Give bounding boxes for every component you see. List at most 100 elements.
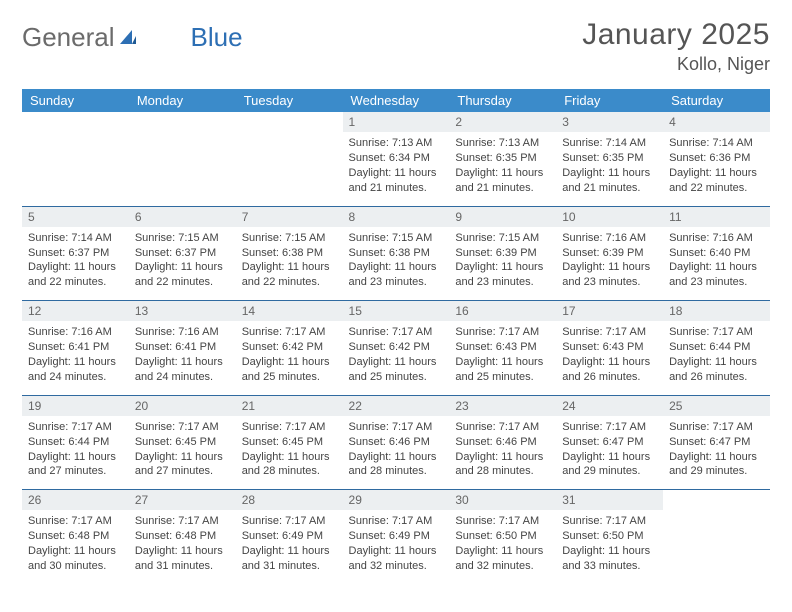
calendar-day-cell: 13Sunrise: 7:16 AMSunset: 6:41 PMDayligh… bbox=[129, 301, 236, 396]
daylight-line: Daylight: 11 hours and 28 minutes. bbox=[349, 450, 444, 480]
daylight-line: Daylight: 11 hours and 31 minutes. bbox=[242, 544, 337, 574]
sunrise-line: Sunrise: 7:17 AM bbox=[349, 420, 444, 435]
daylight-line: Daylight: 11 hours and 28 minutes. bbox=[455, 450, 550, 480]
title-block: January 2025 Kollo, Niger bbox=[582, 18, 770, 75]
page-header: General Blue January 2025 Kollo, Niger bbox=[22, 18, 770, 75]
day-number: 18 bbox=[663, 301, 770, 321]
sunrise-line: Sunrise: 7:17 AM bbox=[28, 514, 123, 529]
calendar-day-cell: 1Sunrise: 7:13 AMSunset: 6:34 PMDaylight… bbox=[343, 112, 450, 206]
sunrise-line: Sunrise: 7:17 AM bbox=[455, 420, 550, 435]
daylight-line: Daylight: 11 hours and 21 minutes. bbox=[349, 166, 444, 196]
calendar-day-cell: 22Sunrise: 7:17 AMSunset: 6:46 PMDayligh… bbox=[343, 395, 450, 490]
sunset-line: Sunset: 6:37 PM bbox=[135, 246, 230, 261]
sunset-line: Sunset: 6:45 PM bbox=[242, 435, 337, 450]
sunset-line: Sunset: 6:49 PM bbox=[242, 529, 337, 544]
calendar-week-row: 19Sunrise: 7:17 AMSunset: 6:44 PMDayligh… bbox=[22, 395, 770, 490]
calendar-day-cell: 18 Sunrise: 7:17 AMSunset: 6:44 PMDayligh… bbox=[663, 301, 770, 396]
day-number: 20 bbox=[129, 396, 236, 416]
sunrise-line: Sunrise: 7:17 AM bbox=[562, 420, 657, 435]
sunrise-line: Sunrise: 7:17 AM bbox=[135, 420, 230, 435]
brand-text-blue: Blue bbox=[191, 24, 243, 50]
calendar-day-cell: 21Sunrise: 7:17 AMSunset: 6:45 PMDayligh… bbox=[236, 395, 343, 490]
sunrise-line: Sunrise: 7:14 AM bbox=[669, 136, 764, 151]
calendar-day-cell: 6Sunrise: 7:15 AMSunset: 6:37 PMDaylight… bbox=[129, 206, 236, 301]
sunrise-line: Sunrise: 7:15 AM bbox=[135, 231, 230, 246]
calendar-table: SundayMondayTuesdayWednesdayThursdayFrid… bbox=[22, 89, 770, 584]
calendar-day-cell: 10Sunrise: 7:16 AMSunset: 6:39 PMDayligh… bbox=[556, 206, 663, 301]
day-number: 24 bbox=[556, 396, 663, 416]
sunrise-line: Sunrise: 7:17 AM bbox=[669, 325, 764, 340]
sunset-line: Sunset: 6:48 PM bbox=[28, 529, 123, 544]
sunrise-line: Sunrise: 7:17 AM bbox=[562, 514, 657, 529]
calendar-page: General Blue January 2025 Kollo, Niger S… bbox=[0, 0, 792, 612]
day-number: 27 bbox=[129, 490, 236, 510]
day-number: 11 bbox=[663, 207, 770, 227]
calendar-day-cell bbox=[129, 112, 236, 206]
sunset-line: Sunset: 6:44 PM bbox=[669, 340, 764, 355]
day-number: 16 bbox=[449, 301, 556, 321]
calendar-day-cell: 5Sunrise: 7:14 AMSunset: 6:37 PMDaylight… bbox=[22, 206, 129, 301]
calendar-day-cell: 24Sunrise: 7:17 AMSunset: 6:47 PMDayligh… bbox=[556, 395, 663, 490]
weekday-header: Tuesday bbox=[236, 89, 343, 112]
daylight-line: Daylight: 11 hours and 33 minutes. bbox=[562, 544, 657, 574]
daylight-line: Daylight: 11 hours and 27 minutes. bbox=[135, 450, 230, 480]
sunrise-line: Sunrise: 7:17 AM bbox=[242, 514, 337, 529]
daylight-line: Daylight: 11 hours and 23 minutes. bbox=[455, 260, 550, 290]
calendar-day-cell: 2Sunrise: 7:13 AMSunset: 6:35 PMDaylight… bbox=[449, 112, 556, 206]
day-number: 4 bbox=[663, 112, 770, 132]
daylight-line: Daylight: 11 hours and 25 minutes. bbox=[455, 355, 550, 385]
daylight-line: Daylight: 11 hours and 30 minutes. bbox=[28, 544, 123, 574]
calendar-day-cell: 25Sunrise: 7:17 AMSunset: 6:47 PMDayligh… bbox=[663, 395, 770, 490]
calendar-day-cell: 29Sunrise: 7:17 AMSunset: 6:49 PMDayligh… bbox=[343, 490, 450, 584]
calendar-day-cell: 31Sunrise: 7:17 AMSunset: 6:50 PMDayligh… bbox=[556, 490, 663, 584]
calendar-day-cell: 20Sunrise: 7:17 AMSunset: 6:45 PMDayligh… bbox=[129, 395, 236, 490]
daylight-line: Daylight: 11 hours and 22 minutes. bbox=[669, 166, 764, 196]
sunset-line: Sunset: 6:43 PM bbox=[562, 340, 657, 355]
sunrise-line: Sunrise: 7:15 AM bbox=[455, 231, 550, 246]
calendar-day-cell: 3Sunrise: 7:14 AMSunset: 6:35 PMDaylight… bbox=[556, 112, 663, 206]
sunset-line: Sunset: 6:35 PM bbox=[455, 151, 550, 166]
calendar-day-cell: 8Sunrise: 7:15 AMSunset: 6:38 PMDaylight… bbox=[343, 206, 450, 301]
calendar-day-cell: 26Sunrise: 7:17 AMSunset: 6:48 PMDayligh… bbox=[22, 490, 129, 584]
calendar-day-cell: 4 Sunrise: 7:14 AMSunset: 6:36 PMDaylight… bbox=[663, 112, 770, 206]
calendar-day-cell: 19Sunrise: 7:17 AMSunset: 6:44 PMDayligh… bbox=[22, 395, 129, 490]
sunset-line: Sunset: 6:44 PM bbox=[28, 435, 123, 450]
sunrise-line: Sunrise: 7:16 AM bbox=[28, 325, 123, 340]
day-number: 28 bbox=[236, 490, 343, 510]
sunset-line: Sunset: 6:49 PM bbox=[349, 529, 444, 544]
calendar-week-row: 5Sunrise: 7:14 AMSunset: 6:37 PMDaylight… bbox=[22, 206, 770, 301]
sunrise-line: Sunrise: 7:17 AM bbox=[562, 325, 657, 340]
sunrise-line: Sunrise: 7:16 AM bbox=[135, 325, 230, 340]
sunset-line: Sunset: 6:41 PM bbox=[135, 340, 230, 355]
day-number: 17 bbox=[556, 301, 663, 321]
calendar-day-cell bbox=[663, 490, 770, 584]
day-number: 14 bbox=[236, 301, 343, 321]
daylight-line: Daylight: 11 hours and 27 minutes. bbox=[28, 450, 123, 480]
sunrise-line: Sunrise: 7:15 AM bbox=[242, 231, 337, 246]
sunset-line: Sunset: 6:42 PM bbox=[242, 340, 337, 355]
sunset-line: Sunset: 6:41 PM bbox=[28, 340, 123, 355]
calendar-day-cell: 14Sunrise: 7:17 AMSunset: 6:42 PMDayligh… bbox=[236, 301, 343, 396]
sunset-line: Sunset: 6:43 PM bbox=[455, 340, 550, 355]
calendar-day-cell: 16 Sunrise: 7:17 AMSunset: 6:43 PMDayligh… bbox=[449, 301, 556, 396]
daylight-line: Daylight: 11 hours and 26 minutes. bbox=[669, 355, 764, 385]
day-number: 19 bbox=[22, 396, 129, 416]
sunrise-line: Sunrise: 7:14 AM bbox=[28, 231, 123, 246]
sunrise-line: Sunrise: 7:17 AM bbox=[455, 325, 550, 340]
calendar-day-cell: 28 Sunrise: 7:17 AMSunset: 6:49 PMDayligh… bbox=[236, 490, 343, 584]
weekday-header: Wednesday bbox=[343, 89, 450, 112]
calendar-day-cell bbox=[236, 112, 343, 206]
brand-sail-icon bbox=[117, 26, 139, 48]
day-number: 30 bbox=[449, 490, 556, 510]
day-number: 25 bbox=[663, 396, 770, 416]
sunset-line: Sunset: 6:46 PM bbox=[349, 435, 444, 450]
weekday-header: Sunday bbox=[22, 89, 129, 112]
weekday-header: Monday bbox=[129, 89, 236, 112]
sunset-line: Sunset: 6:50 PM bbox=[455, 529, 550, 544]
calendar-day-cell: 11Sunrise: 7:16 AMSunset: 6:40 PMDayligh… bbox=[663, 206, 770, 301]
sunset-line: Sunset: 6:38 PM bbox=[242, 246, 337, 261]
sunset-line: Sunset: 6:39 PM bbox=[455, 246, 550, 261]
brand-logo: General Blue bbox=[22, 18, 243, 50]
calendar-day-cell: 7Sunrise: 7:15 AMSunset: 6:38 PMDaylight… bbox=[236, 206, 343, 301]
sunset-line: Sunset: 6:36 PM bbox=[669, 151, 764, 166]
